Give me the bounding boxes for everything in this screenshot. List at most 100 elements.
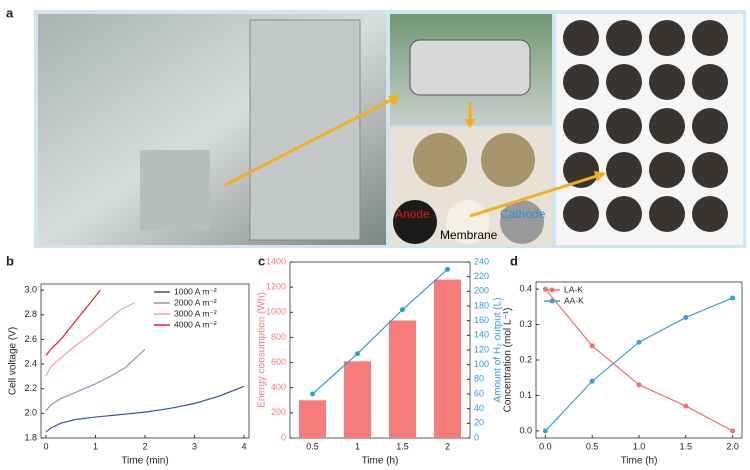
series-marker [683,403,689,409]
series-line [312,268,448,395]
series-line [544,297,733,432]
x-tick-label: 1.5 [396,441,409,451]
y-tick-label: 2.8 [24,309,37,319]
photo-label: Anode [395,207,430,221]
equipment [140,150,210,230]
y-tick-label: 2.2 [24,383,37,393]
y2-tick-label: 80 [474,374,484,384]
x-tick-label: 3 [192,441,197,451]
series-marker [636,382,642,388]
series-line [544,288,733,432]
x-tick-label: 0.0 [539,441,552,451]
y-tick-label: 1.8 [24,432,37,442]
membrane-disc [446,200,490,244]
y-tick-label: 400 [271,382,286,392]
series-marker [730,428,736,434]
legend-marker [549,287,555,293]
bar [344,361,371,438]
x-tick-label: 4 [242,441,247,451]
y2-tick-label: 20 [474,418,484,428]
y-tick-label: 0.4 [519,283,532,293]
y-tick-label: 0.3 [519,319,532,329]
y-tick-label: 1200 [266,282,286,292]
y-tick-label: 0 [281,432,286,442]
x-tick-label: 0.5 [586,441,599,451]
bar [389,320,416,438]
x-axis-label: Time (h) [621,456,658,467]
y-tick-label: 2.0 [24,408,37,418]
sample-grid [563,20,728,232]
y-tick-label: 2.4 [24,358,37,368]
y2-tick-label: 60 [474,388,484,398]
series-marker [589,343,595,349]
series-marker [683,314,689,320]
x-tick-label: 0.5 [306,441,319,451]
legend-label: 1000 A m⁻² [174,286,217,296]
plot-frame [535,281,743,439]
x-axis-label: Time (h) [362,456,399,467]
y-tick-label: 800 [271,332,286,342]
y-tick-label: 0.1 [519,390,532,400]
x-tick-label: 1.5 [680,441,693,451]
series-marker [636,339,642,345]
arrows [224,95,606,218]
stack [409,39,531,96]
legend-label: 4000 A m⁻² [174,319,217,329]
series-marker [730,295,736,301]
y-axis-label: Energy consumption (Wh) [257,292,268,408]
y2-tick-label: 0 [474,432,479,442]
plate [481,133,535,187]
y2-tick-label: 240 [474,256,489,266]
y-axis-label: Concentration (mol L⁻¹) [503,308,514,413]
y2-tick-label: 120 [474,344,489,354]
x-tick-label: 0 [43,441,48,451]
y2-tick-label: 140 [474,330,489,340]
anode-disc [393,200,437,244]
equipment [249,19,361,241]
legend-label: 3000 A m⁻² [174,308,217,318]
photo-label: Cathode [500,207,546,221]
series-line [45,348,146,412]
legend-label: AA-K [564,295,584,305]
y-tick-label: 3.0 [24,285,37,295]
series-line [45,385,245,433]
x-tick-label: 2 [445,441,450,451]
series-line [45,301,136,377]
y2-tick-label: 160 [474,315,489,325]
y-tick-label: 0.2 [519,354,532,364]
y-tick-label: 1400 [266,256,286,266]
x-tick-label: 2 [142,441,147,451]
plot-frame [40,283,250,439]
series-marker [355,351,360,357]
bar [434,279,461,438]
cathode-disc [500,200,544,244]
plate [413,133,467,187]
x-tick-label: 1.0 [633,441,646,451]
y2-tick-label: 40 [474,403,484,413]
panel-label: a [6,5,14,20]
series-marker [310,391,315,397]
bar [299,400,326,438]
x-tick-label: 2.0 [726,441,739,451]
series-marker [589,378,595,384]
x-axis-label: Time (min) [121,456,168,467]
x-tick-label: 1 [355,441,360,451]
y-tick-label: 2.6 [24,334,37,344]
y-tick-label: 600 [271,357,286,367]
y-tick-label: 200 [271,407,286,417]
y-tick-label: 1000 [266,307,286,317]
y-tick-label: 0.0 [519,425,532,435]
series-line [45,289,101,356]
y-axis-label: Cell voltage (V) [8,327,19,395]
x-tick-label: 1 [93,441,98,451]
y2-tick-label: 220 [474,271,489,281]
panel-label: b [6,253,14,268]
legend-label: 2000 A m⁻² [174,297,217,307]
y2-tick-label: 180 [474,300,489,310]
y2-axis-label: Amount of H₂ output (L) [493,297,504,402]
legend-label: LA-K [564,284,583,294]
y2-tick-label: 100 [474,359,489,369]
photo-label: Membrane [440,228,498,242]
series-marker [445,266,450,272]
